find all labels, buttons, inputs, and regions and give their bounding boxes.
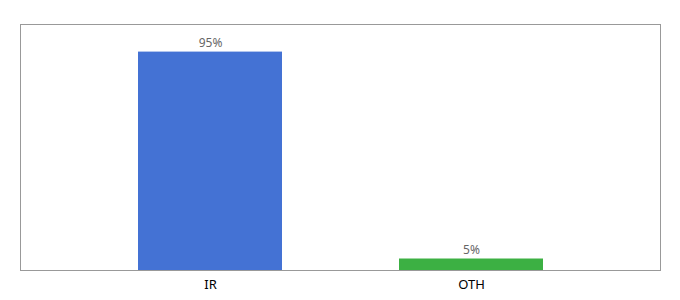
svg-text:5%: 5% (463, 241, 480, 258)
svg-text:OTH: OTH (458, 275, 485, 293)
svg-text:IR: IR (204, 275, 217, 293)
svg-text:95%: 95% (199, 34, 223, 51)
